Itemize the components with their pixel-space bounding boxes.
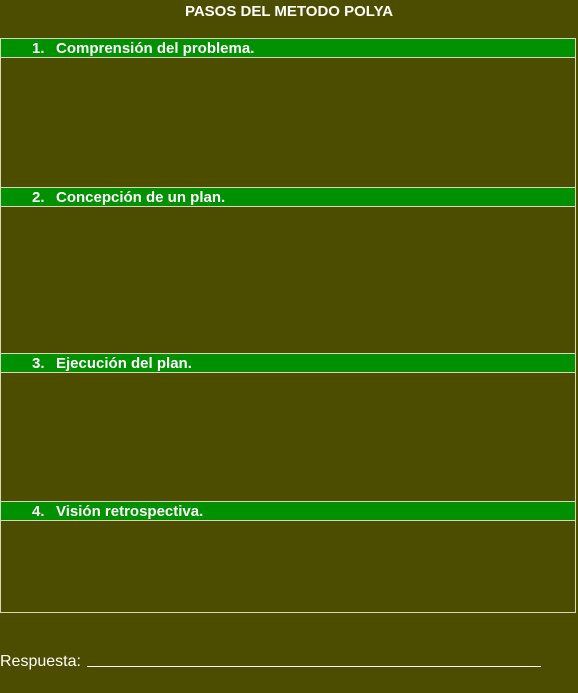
step-2-header: 2. Concepción de un plan. [1,188,575,207]
step-2-title: Concepción de un plan. [56,189,226,206]
step-2-content-area[interactable] [1,207,575,354]
polya-steps-table: 1. Comprensión del problema. 2. Concepci… [0,38,576,613]
step-4-title: Visión retrospectiva. [56,503,204,520]
step-2-number: 2. [32,189,45,206]
page-title: PASOS DEL METODO POLYA [184,3,394,20]
step-3-number: 3. [32,355,45,372]
step-3-content-area[interactable] [1,373,575,502]
step-4-content-area[interactable] [1,521,575,613]
step-1-title: Comprensión del problema. [56,40,255,57]
step-1-content-area[interactable] [1,58,575,188]
step-3-header: 3. Ejecución del plan. [1,354,575,373]
answer-blank-line[interactable] [87,652,542,667]
step-3-title: Ejecución del plan. [56,355,192,372]
answer-row: Respuesta: [0,652,578,672]
answer-label: Respuesta: [0,653,81,670]
step-4-header: 4. Visión retrospectiva. [1,502,575,521]
step-4-number: 4. [32,503,45,520]
step-1-number: 1. [32,40,45,57]
step-1-header: 1. Comprensión del problema. [1,39,575,58]
